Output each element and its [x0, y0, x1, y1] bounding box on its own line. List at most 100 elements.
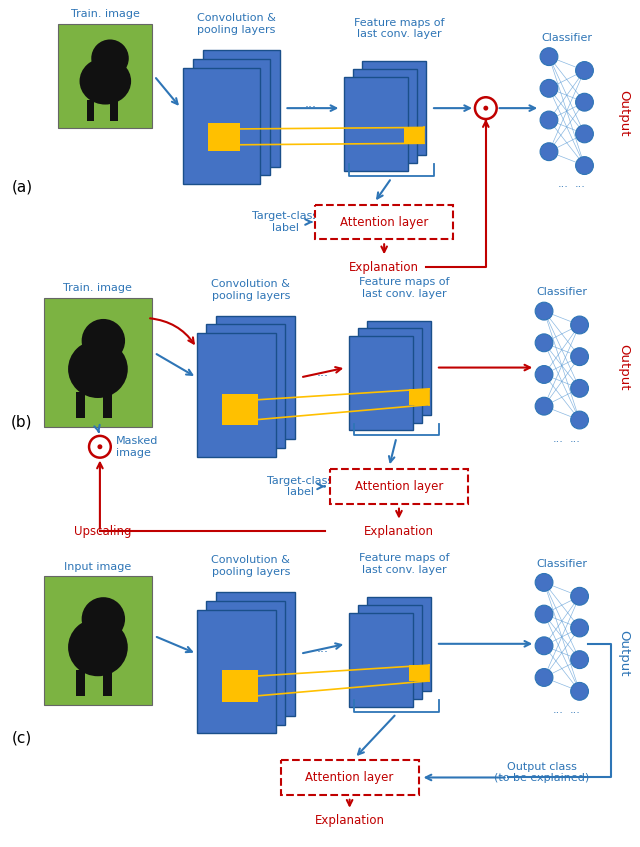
Text: (b): (b) [11, 414, 33, 429]
Text: Input image: Input image [64, 562, 132, 572]
Ellipse shape [79, 58, 131, 104]
Bar [280, 760, 419, 794]
Text: Classifier: Classifier [541, 33, 592, 43]
Text: ...: ... [317, 366, 329, 379]
Text: ...: ... [317, 642, 329, 656]
Circle shape [483, 106, 488, 111]
Circle shape [535, 397, 553, 415]
Text: (c): (c) [12, 730, 32, 745]
Text: Output: Output [618, 630, 630, 677]
Bar [410, 665, 429, 681]
Circle shape [92, 40, 129, 77]
Circle shape [475, 97, 497, 119]
Bar [44, 577, 152, 706]
Bar [353, 69, 417, 163]
Ellipse shape [68, 340, 128, 398]
Circle shape [571, 316, 588, 334]
Circle shape [575, 157, 593, 174]
Text: Explanation: Explanation [349, 261, 419, 274]
Bar [86, 100, 94, 120]
Circle shape [571, 650, 588, 668]
Circle shape [535, 573, 553, 591]
Text: (a): (a) [12, 180, 33, 195]
Text: Upscaling: Upscaling [74, 525, 132, 538]
Bar [367, 597, 431, 691]
Text: Target-class
label: Target-class label [252, 211, 319, 233]
Text: Convolution &
pooling layers: Convolution & pooling layers [211, 280, 291, 301]
Bar [44, 298, 152, 427]
Bar [222, 670, 258, 701]
Bar [196, 334, 276, 457]
Text: Feature maps of
last conv. layer: Feature maps of last conv. layer [354, 18, 444, 39]
Circle shape [571, 619, 588, 637]
Text: Output: Output [618, 90, 630, 136]
Text: Feature maps of
last conv. layer: Feature maps of last conv. layer [358, 553, 449, 575]
Text: Masked
image: Masked image [116, 436, 158, 457]
Circle shape [540, 143, 558, 161]
Text: ...: ... [552, 706, 563, 715]
Bar [344, 77, 408, 171]
Bar [349, 336, 413, 430]
Circle shape [571, 587, 588, 606]
Circle shape [575, 62, 593, 80]
Text: Classifier: Classifier [536, 287, 588, 297]
Text: ...: ... [570, 434, 581, 444]
Text: Attention layer: Attention layer [340, 215, 428, 229]
Text: ...: ... [575, 180, 586, 190]
Bar [196, 610, 276, 734]
Circle shape [89, 436, 111, 457]
Circle shape [535, 668, 553, 686]
Text: Convolution &
pooling layers: Convolution & pooling layers [211, 556, 291, 577]
Bar [207, 324, 285, 448]
Circle shape [571, 411, 588, 429]
Bar [207, 601, 285, 724]
Bar [103, 671, 112, 696]
Text: ...: ... [304, 97, 316, 109]
Bar [110, 100, 118, 120]
Bar [358, 605, 422, 699]
Circle shape [535, 334, 553, 352]
Bar [183, 68, 260, 185]
Bar [216, 316, 295, 440]
Circle shape [575, 125, 593, 143]
Bar [216, 592, 295, 716]
Text: Target-class
label: Target-class label [267, 475, 333, 497]
Text: Attention layer: Attention layer [355, 480, 443, 493]
Text: Output class
(to be explained): Output class (to be explained) [495, 761, 589, 783]
Text: Explanation: Explanation [364, 525, 434, 538]
Circle shape [571, 379, 588, 397]
Bar [367, 320, 431, 414]
Circle shape [82, 597, 125, 640]
Circle shape [97, 445, 102, 449]
Text: Attention layer: Attention layer [305, 771, 394, 784]
Text: Convolution &
pooling layers: Convolution & pooling layers [196, 14, 276, 35]
Circle shape [540, 111, 558, 129]
Circle shape [571, 683, 588, 700]
Bar [358, 329, 422, 423]
Bar [58, 24, 152, 128]
Circle shape [575, 93, 593, 111]
Bar [410, 389, 429, 405]
Bar [193, 58, 269, 175]
Text: ...: ... [552, 434, 563, 444]
Circle shape [540, 47, 558, 65]
Bar [202, 50, 280, 167]
Ellipse shape [68, 618, 128, 676]
Text: Explanation: Explanation [315, 814, 385, 827]
Bar [222, 394, 258, 425]
Bar [404, 127, 424, 143]
Bar [330, 469, 468, 504]
Text: Train. image: Train. image [63, 283, 132, 293]
Text: Train. image: Train. image [71, 9, 140, 19]
Bar [76, 392, 85, 418]
Bar [315, 205, 453, 240]
Circle shape [535, 637, 553, 655]
Bar [76, 671, 85, 696]
Bar [209, 123, 240, 151]
Text: Classifier: Classifier [536, 558, 588, 568]
Text: Output: Output [618, 345, 630, 390]
Bar [349, 612, 413, 706]
Circle shape [535, 606, 553, 623]
Circle shape [535, 366, 553, 384]
Circle shape [540, 80, 558, 97]
